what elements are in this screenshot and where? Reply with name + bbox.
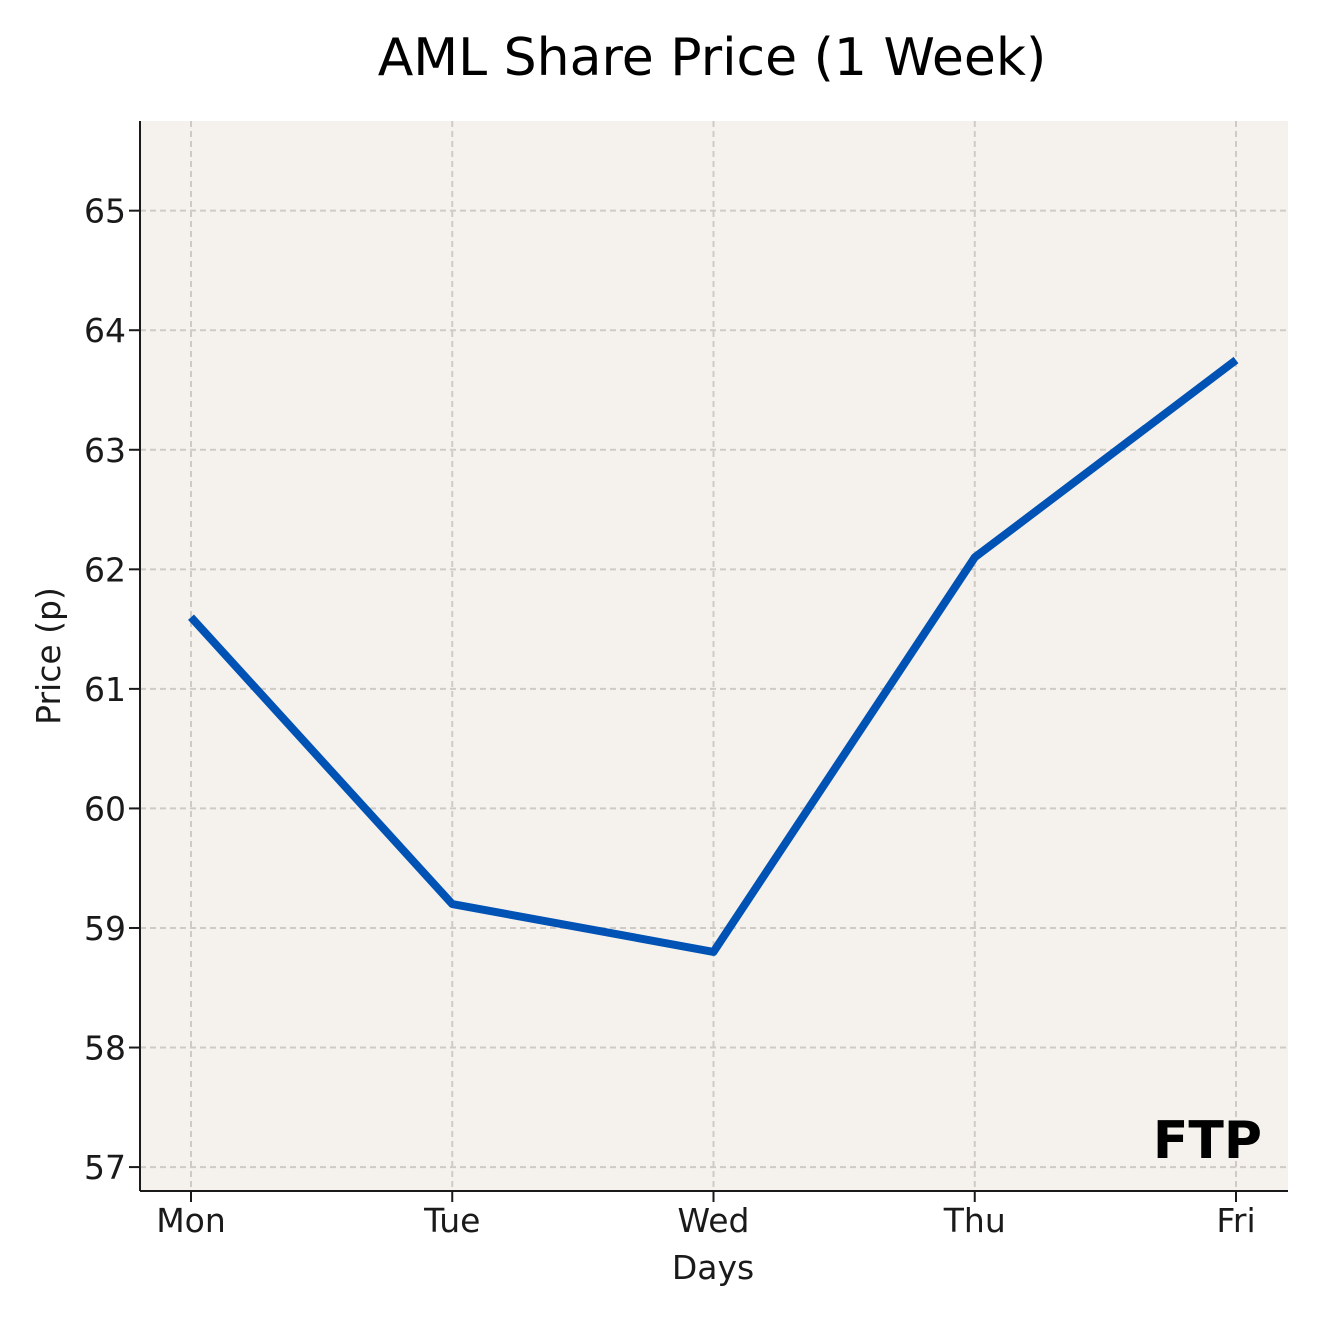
chart-title: AML Share Price (1 Week) [378, 28, 1047, 88]
y-axis-label: Price (p) [29, 587, 68, 725]
series-layer [188, 356, 1239, 956]
y-tick-label: 59 [84, 909, 126, 948]
x-tick-label: Tue [423, 1201, 480, 1240]
y-tick-label: 62 [84, 550, 126, 589]
x-tick-label: Thu [943, 1201, 1006, 1240]
x-tick-label: Wed [678, 1201, 750, 1240]
x-tick-label: Mon [156, 1201, 226, 1240]
gridlines [140, 121, 1288, 1191]
y-tick-label: 57 [84, 1148, 126, 1187]
x-tick-label: Fri [1216, 1201, 1255, 1240]
y-tick-label: 58 [84, 1029, 126, 1068]
x-axis-label: Days [672, 1248, 754, 1287]
ftp-watermark: FTP [1153, 1111, 1262, 1171]
y-tick-label: 64 [84, 311, 126, 350]
x-axis-ticks: Mon Tue Wed Thu Fri [156, 1191, 1256, 1240]
y-tick-label: 65 [84, 192, 126, 231]
y-tick-label: 61 [84, 670, 126, 709]
y-axis-ticks: 57 58 59 60 61 62 63 64 65 [84, 192, 140, 1187]
y-tick-label: 60 [84, 789, 126, 828]
y-tick-label: 63 [84, 431, 126, 470]
